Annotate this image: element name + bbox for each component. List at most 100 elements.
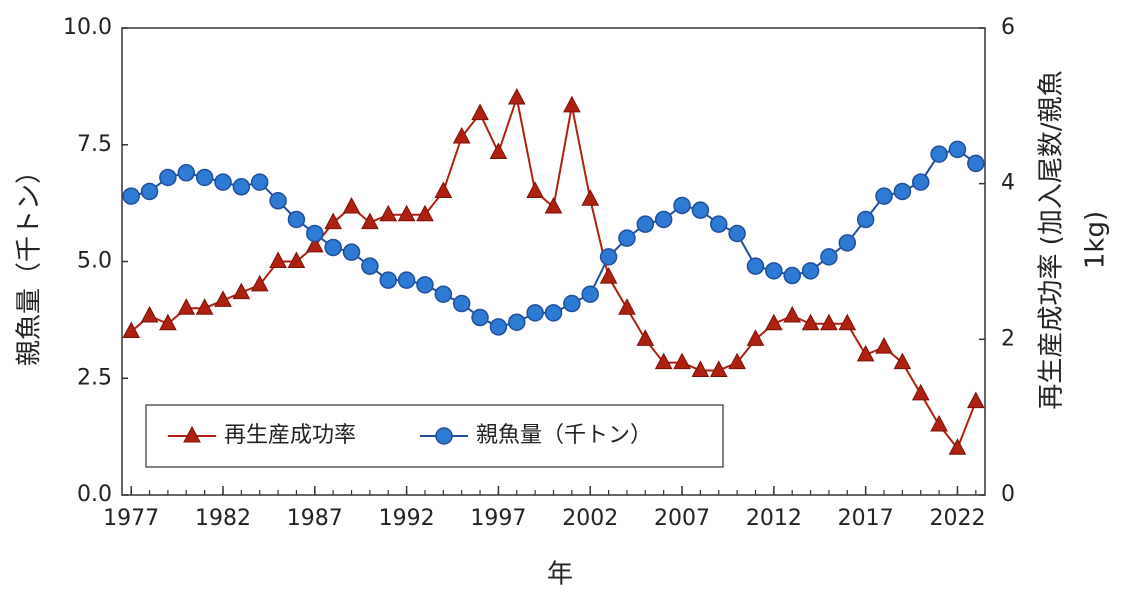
circle-marker [250,173,269,191]
circle-marker [159,168,177,187]
circle-marker [967,154,985,173]
triangle-marker [269,251,287,268]
y2-tick-label: 2 [1001,326,1015,351]
triangle-marker [893,352,912,370]
circle-marker [875,187,893,205]
triangle-marker [654,352,673,370]
circle-marker [269,192,287,210]
triangle-marker [765,313,783,331]
y-tick-label: 5.0 [77,249,112,274]
circle-marker [636,215,655,233]
x-tick-label: 1987 [287,506,343,531]
triangle-marker [324,212,342,230]
triangle-marker [287,251,306,268]
triangle-marker [305,235,324,253]
circle-marker [177,164,196,182]
triangle-marker [691,360,710,377]
triangle-marker [183,425,201,443]
circle-marker [820,248,838,266]
circle-marker [544,304,563,322]
circle-marker [673,196,691,215]
circle-marker [508,313,526,331]
circle-marker [599,248,618,266]
y-tick-label: 7.5 [77,132,112,157]
x-tick-label: 2022 [929,506,985,531]
y-tick-label: 10.0 [63,15,112,40]
triangle-marker [122,321,141,339]
triangle-marker [361,212,379,230]
triangle-marker [232,282,251,300]
circle-marker [122,187,140,205]
triangle-marker [379,204,398,222]
triangle-marker [140,305,159,323]
triangle-marker [489,142,508,160]
circle-marker [287,210,306,229]
x-tick-label: 1982 [195,506,251,531]
circle-marker [948,140,967,159]
circle-marker [563,294,581,313]
circle-marker [416,276,434,294]
legend-label: 再生産成功率 [224,423,356,448]
triangle-marker [177,298,196,315]
x-tick-label: 2007 [654,506,710,531]
circle-marker [765,262,783,280]
circle-marker [361,257,379,275]
triangle-marker [820,313,838,331]
circle-marker [746,257,765,275]
circle-marker [379,271,397,289]
triangle-marker [709,360,728,377]
triangle-marker [911,383,930,401]
circle-marker [728,224,746,243]
triangle-marker [875,337,893,354]
triangle-marker [966,391,985,409]
y2-axis-label: 1kg) [1081,211,1111,269]
circle-marker [452,294,471,313]
circle-marker [911,173,930,191]
triangle-marker [838,313,857,331]
circle-marker [306,224,324,243]
triangle-marker [452,126,471,144]
triangle-marker [250,274,269,292]
y-axis-label: 親魚量（千トン） [15,158,45,366]
circle-marker [893,182,912,201]
x-tick-label: 2012 [746,506,802,531]
circle-marker [801,262,820,280]
triangle-marker [783,305,802,323]
y-tick-label: 0.0 [77,482,112,507]
circle-marker [691,201,710,219]
x-axis-label: 年 [547,560,573,590]
circle-marker [232,178,251,196]
circle-marker [489,318,508,336]
triangle-marker [544,196,563,214]
y2-tick-label: 0 [1001,482,1015,507]
circle-marker [783,266,801,285]
triangle-marker [801,313,820,331]
triangle-marker [618,298,636,315]
x-tick-label: 1977 [103,506,159,531]
triangle-marker [434,181,453,198]
circle-marker [930,145,948,163]
x-tick-label: 1992 [379,506,435,531]
circle-marker [342,243,361,261]
circle-marker [214,173,232,191]
y2-tick-label: 4 [1001,171,1015,196]
triangle-marker [397,204,416,222]
circle-marker [710,215,728,233]
x-tick-label: 2002 [562,506,618,531]
circle-marker [618,229,636,247]
legend-label: 親魚量（千トン） [476,423,652,448]
x-tick-label: 2017 [838,506,894,531]
circle-marker [140,182,159,201]
triangle-marker [563,95,581,113]
y2-axis-label: 再生産成功率 (加入尾数/親魚 [1037,70,1067,409]
circle-marker [324,238,342,257]
triangle-marker [526,181,544,198]
circle-marker [581,285,599,303]
y2-tick-label: 6 [1001,15,1015,40]
circle-marker [434,285,453,303]
triangle-marker [673,352,691,370]
triangle-marker [471,103,489,121]
triangle-marker [581,189,600,206]
triangle-marker [728,352,746,370]
